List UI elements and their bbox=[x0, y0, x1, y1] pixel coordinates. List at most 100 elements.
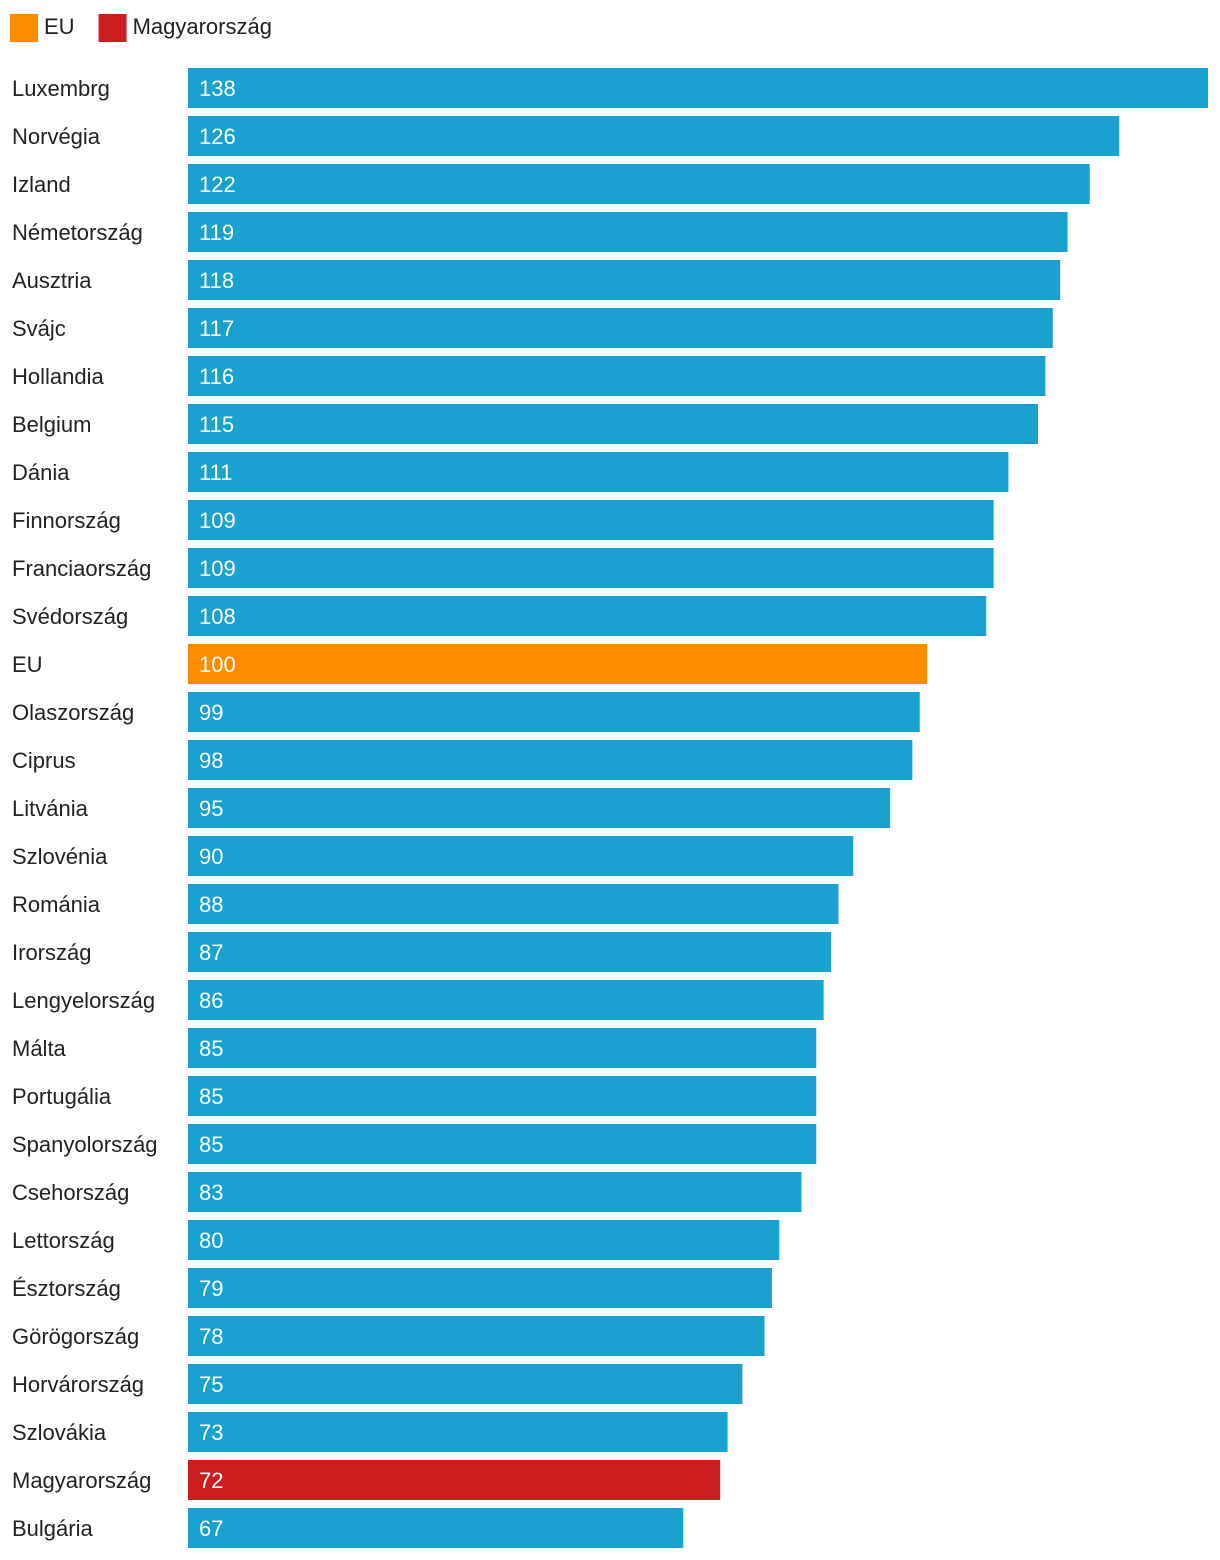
bar-eu bbox=[188, 644, 928, 684]
category-label-izland: Izland bbox=[12, 172, 71, 197]
value-label-esztorszag: 79 bbox=[199, 1276, 223, 1301]
value-label-szlovenia: 90 bbox=[199, 844, 223, 869]
category-label-esztorszag: Észtország bbox=[12, 1276, 121, 1301]
category-label-lengyelorszag: Lengyelország bbox=[12, 988, 155, 1013]
bar-svedorszag bbox=[188, 596, 987, 636]
bar-csehorszag bbox=[188, 1172, 802, 1212]
category-label-irorszag: Irország bbox=[12, 940, 91, 965]
legend: EU Magyarország bbox=[10, 14, 272, 42]
bar-svajc bbox=[188, 308, 1053, 348]
value-label-svajc: 117 bbox=[199, 316, 234, 341]
category-label-litvania: Litvánia bbox=[12, 796, 89, 821]
category-label-belgium: Belgium bbox=[12, 412, 91, 437]
value-label-hollandia: 116 bbox=[199, 364, 234, 389]
value-label-lettorszag: 80 bbox=[199, 1228, 223, 1253]
value-label-horvarorszag: 75 bbox=[199, 1372, 223, 1397]
bar-belgium bbox=[188, 404, 1038, 444]
category-label-nemetorszag: Németország bbox=[12, 220, 143, 245]
bar-lettorszag bbox=[188, 1220, 780, 1260]
category-label-bulgaria: Bulgária bbox=[12, 1516, 93, 1541]
value-label-finnorszag: 109 bbox=[199, 508, 236, 533]
bar-litvania bbox=[188, 788, 891, 828]
bar-gorogorszag bbox=[188, 1316, 765, 1356]
value-label-litvania: 95 bbox=[199, 796, 223, 821]
value-label-norvegia: 126 bbox=[199, 124, 236, 149]
value-label-bulgaria: 67 bbox=[199, 1516, 223, 1541]
category-label-szlovenia: Szlovénia bbox=[12, 844, 108, 869]
category-label-szlovakia: Szlovákia bbox=[12, 1420, 107, 1445]
category-label-malta: Málta bbox=[12, 1036, 67, 1061]
bar-hollandia bbox=[188, 356, 1046, 396]
value-label-spanyolorszag: 85 bbox=[199, 1132, 223, 1157]
bar-lengyelorszag bbox=[188, 980, 824, 1020]
bar-romania bbox=[188, 884, 839, 924]
category-label-gorogorszag: Görögország bbox=[12, 1324, 139, 1349]
bar-malta bbox=[188, 1028, 817, 1068]
bar-izland bbox=[188, 164, 1090, 204]
bar-dania bbox=[188, 452, 1009, 492]
bar-horvarorszag bbox=[188, 1364, 743, 1404]
category-label-lettorszag: Lettország bbox=[12, 1228, 115, 1253]
category-label-magyarorszag: Magyarország bbox=[12, 1468, 151, 1493]
bar-olaszorszag bbox=[188, 692, 920, 732]
value-label-gorogorszag: 78 bbox=[199, 1324, 223, 1349]
bar-magyarorszag bbox=[188, 1460, 721, 1500]
bar-szlovenia bbox=[188, 836, 854, 876]
legend-swatch-magyarorszag bbox=[98, 14, 127, 42]
bar-szlovakia bbox=[188, 1412, 728, 1452]
value-label-nemetorszag: 119 bbox=[199, 220, 234, 245]
bar-luxembrg bbox=[188, 68, 1208, 108]
value-label-ciprus: 98 bbox=[199, 748, 223, 773]
category-label-dania: Dánia bbox=[12, 460, 70, 485]
value-label-dania: 111 bbox=[199, 460, 232, 485]
category-label-olaszorszag: Olaszország bbox=[12, 700, 134, 725]
category-label-luxembrg: Luxembrg bbox=[12, 76, 110, 101]
value-label-magyarorszag: 72 bbox=[199, 1468, 223, 1493]
category-label-hollandia: Hollandia bbox=[12, 364, 104, 389]
category-label-norvegia: Norvégia bbox=[12, 124, 101, 149]
bar-bulgaria bbox=[188, 1508, 684, 1548]
value-label-szlovakia: 73 bbox=[199, 1420, 223, 1445]
category-label-ausztria: Ausztria bbox=[12, 268, 92, 293]
value-label-franciaorszag: 109 bbox=[199, 556, 236, 581]
bar-norvegia bbox=[188, 116, 1120, 156]
bar-portugalia bbox=[188, 1076, 817, 1116]
value-label-portugalia: 85 bbox=[199, 1084, 223, 1109]
bars-group: Luxembrg 138 Norvégia 126 Izland 122 Németorsz… bbox=[12, 68, 1208, 1548]
bar-spanyolorszag bbox=[188, 1124, 817, 1164]
value-label-izland: 122 bbox=[199, 172, 236, 197]
value-label-olaszorszag: 99 bbox=[199, 700, 223, 725]
category-label-finnorszag: Finnország bbox=[12, 508, 121, 533]
category-label-csehorszag: Csehország bbox=[12, 1180, 129, 1205]
category-label-romania: Románia bbox=[12, 892, 101, 917]
bar-finnorszag bbox=[188, 500, 994, 540]
value-label-lengyelorszag: 86 bbox=[199, 988, 223, 1013]
bar-franciaorszag bbox=[188, 548, 994, 588]
value-label-ausztria: 118 bbox=[199, 268, 234, 293]
value-label-malta: 85 bbox=[199, 1036, 223, 1061]
value-label-eu: 100 bbox=[199, 652, 236, 677]
value-label-belgium: 115 bbox=[199, 412, 234, 437]
bar-ausztria bbox=[188, 260, 1061, 300]
category-label-svedorszag: Svédország bbox=[12, 604, 128, 629]
category-label-horvarorszag: Horvárország bbox=[12, 1372, 144, 1397]
legend-swatch-eu bbox=[10, 14, 38, 42]
bar-nemetorszag bbox=[188, 212, 1068, 252]
value-label-svedorszag: 108 bbox=[199, 604, 236, 629]
bar-esztorszag bbox=[188, 1268, 772, 1308]
legend-label-eu: EU bbox=[44, 14, 75, 39]
value-label-irorszag: 87 bbox=[199, 940, 223, 965]
value-label-csehorszag: 83 bbox=[199, 1180, 223, 1205]
bar-irorszag bbox=[188, 932, 832, 972]
category-label-eu: EU bbox=[12, 652, 43, 677]
bar-ciprus bbox=[188, 740, 913, 780]
category-label-spanyolorszag: Spanyolország bbox=[12, 1132, 158, 1157]
category-label-ciprus: Ciprus bbox=[12, 748, 76, 773]
value-label-luxembrg: 138 bbox=[199, 76, 236, 101]
category-label-franciaorszag: Franciaország bbox=[12, 556, 151, 581]
category-label-svajc: Svájc bbox=[12, 316, 66, 341]
legend-label-magyarorszag: Magyarország bbox=[133, 14, 272, 39]
value-label-romania: 88 bbox=[199, 892, 223, 917]
category-label-portugalia: Portugália bbox=[12, 1084, 112, 1109]
